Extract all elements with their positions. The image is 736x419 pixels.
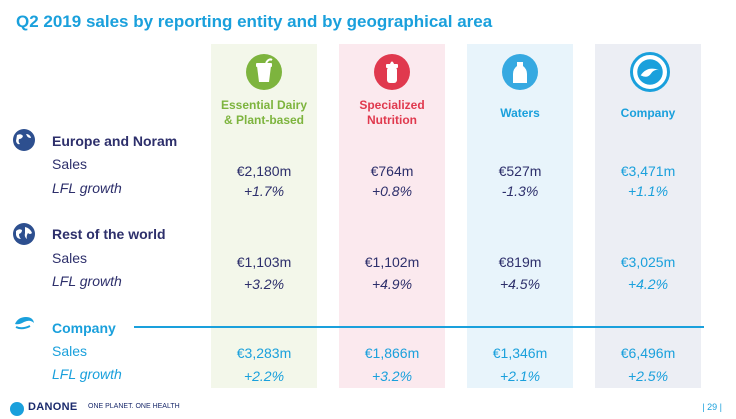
cell-row-sales-nutrition: €1,102m <box>364 254 420 270</box>
water-bottle-icon <box>502 54 538 90</box>
cell-row-lfl-waters: +4.5% <box>499 276 541 292</box>
baby-bottle-icon <box>374 54 410 90</box>
cell-row-sales-company: €3,025m <box>620 254 676 270</box>
globe-americas-icon <box>12 128 36 152</box>
cell-row-lfl-company: +4.2% <box>627 276 669 292</box>
cell-row-sales-dairy: €1,103m <box>236 254 292 270</box>
column-background-dairy <box>211 44 317 388</box>
brand-logo-text: DANONE <box>28 401 78 413</box>
cell-europe-sales-company: €3,471m <box>620 163 676 179</box>
danone-logo-icon <box>10 402 24 416</box>
cell-company-sales-nutrition: €1,866m <box>364 345 420 361</box>
globe-world-icon <box>12 222 36 246</box>
column-background-waters <box>467 44 573 388</box>
row-label-lfl: LFL growth <box>52 273 122 289</box>
cell-europe-sales-nutrition: €764m <box>370 163 414 179</box>
cell-row-sales-waters: €819m <box>498 254 542 270</box>
row-label-sales: Sales <box>52 156 88 172</box>
page-title: Q2 2019 sales by reporting entity and by… <box>16 12 493 31</box>
cell-company-lfl-waters: +2.1% <box>499 368 541 384</box>
footer <box>0 398 736 419</box>
column-background-nutrition <box>339 44 445 388</box>
row-label-lfl: LFL growth <box>52 180 122 196</box>
danone-swirl-icon <box>12 312 36 336</box>
cell-company-sales-company: €6,496m <box>620 345 676 361</box>
row-label-sales: Sales <box>52 343 88 359</box>
cell-europe-sales-dairy: €2,180m <box>236 163 292 179</box>
cell-row-lfl-dairy: +3.2% <box>243 276 285 292</box>
cell-europe-sales-waters: €527m <box>498 163 542 179</box>
column-header-dairy: Essential Dairy & Plant-based <box>220 98 308 127</box>
brand-slogan: ONE PLANET. ONE HEALTH <box>88 403 180 410</box>
page-number: | 29 | <box>702 402 722 412</box>
row-label-lfl: LFL growth <box>52 366 122 382</box>
cell-company-lfl-dairy: +2.2% <box>243 368 285 384</box>
cell-europe-lfl-waters: -1.3% <box>501 183 539 199</box>
cell-company-lfl-company: +2.5% <box>627 368 669 384</box>
section-title-company: Company <box>52 320 116 336</box>
cell-europe-lfl-dairy: +1.7% <box>243 183 285 199</box>
cell-company-sales-waters: €1,346m <box>492 345 548 361</box>
cell-europe-lfl-company: +1.1% <box>627 183 669 199</box>
row-label-sales: Sales <box>52 250 88 266</box>
yogurt-cup-icon <box>246 54 282 90</box>
cell-company-sales-dairy: €3,283m <box>236 345 292 361</box>
danone-logo-icon <box>630 52 670 92</box>
cell-row-lfl-nutrition: +4.9% <box>371 276 413 292</box>
cell-company-lfl-nutrition: +3.2% <box>371 368 413 384</box>
column-header-company: Company <box>620 106 676 120</box>
section-title-europe-noram: Europe and Noram <box>52 133 178 149</box>
section-title-rest-of-world: Rest of the world <box>52 226 166 242</box>
column-header-nutrition: Specialized Nutrition <box>359 98 425 127</box>
section-divider <box>134 326 704 328</box>
column-background-company <box>595 44 701 388</box>
column-header-waters: Waters <box>500 106 540 120</box>
cell-europe-lfl-nutrition: +0.8% <box>371 183 413 199</box>
